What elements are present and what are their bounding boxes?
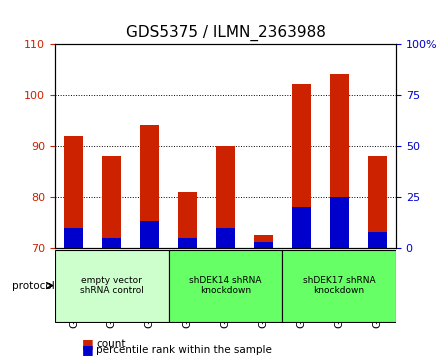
Bar [178, 238, 197, 248]
Bar [216, 146, 235, 248]
Bar [254, 235, 273, 248]
Text: shDEK14 shRNA
knockdown: shDEK14 shRNA knockdown [189, 276, 262, 295]
Bar [140, 221, 159, 248]
Bar [65, 136, 84, 248]
Text: ■: ■ [82, 343, 94, 356]
FancyBboxPatch shape [282, 250, 396, 322]
Title: GDS5375 / ILMN_2363988: GDS5375 / ILMN_2363988 [125, 25, 326, 41]
Bar [292, 207, 311, 248]
Bar [367, 156, 386, 248]
Bar [254, 242, 273, 248]
Bar [216, 228, 235, 248]
Bar [178, 192, 197, 248]
Text: percentile rank within the sample: percentile rank within the sample [96, 345, 272, 355]
Text: ■: ■ [82, 337, 94, 350]
Bar [367, 232, 386, 248]
Bar [292, 85, 311, 248]
Bar [330, 197, 348, 248]
Text: empty vector
shRNA control: empty vector shRNA control [80, 276, 144, 295]
Bar [103, 156, 121, 248]
Text: protocol: protocol [12, 281, 55, 290]
FancyBboxPatch shape [169, 250, 282, 322]
Text: shDEK17 shRNA
knockdown: shDEK17 shRNA knockdown [303, 276, 375, 295]
FancyBboxPatch shape [55, 250, 169, 322]
Text: count: count [96, 339, 125, 349]
Bar [330, 74, 348, 248]
Bar [140, 125, 159, 248]
Bar [103, 238, 121, 248]
Bar [65, 228, 84, 248]
